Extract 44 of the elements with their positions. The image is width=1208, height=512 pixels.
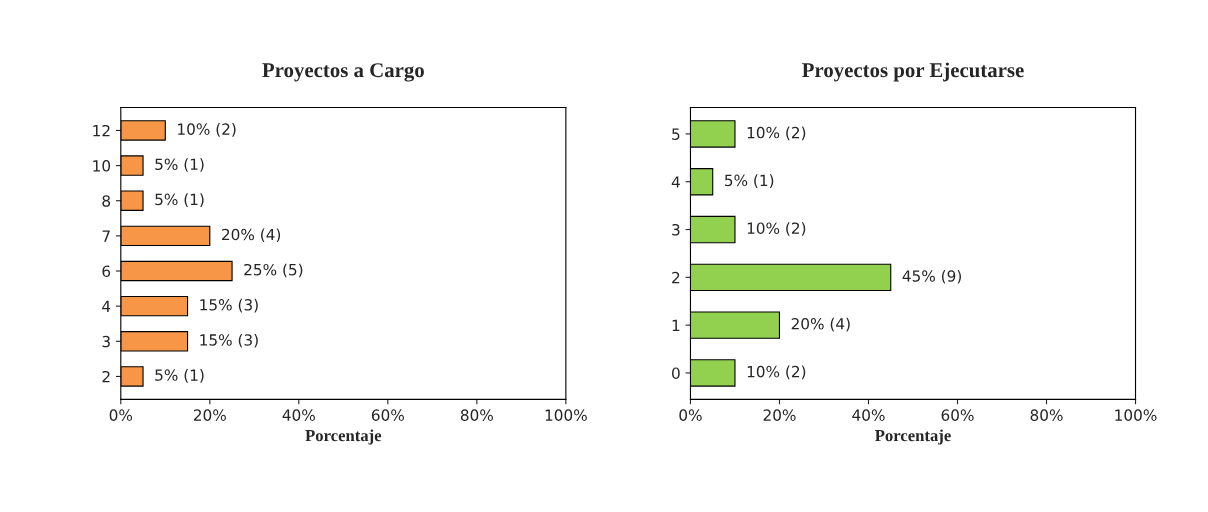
x-tick-label: 40% — [852, 409, 885, 421]
data-label: 25% (5) — [244, 263, 303, 278]
data-label: 10% (2) — [178, 123, 236, 137]
x-axis-title: Porcentaje — [875, 429, 951, 445]
y-tick-label: 12 — [93, 124, 110, 137]
x-tick-label: 80% — [1030, 409, 1063, 421]
x-tick-label: 0% — [679, 409, 702, 421]
y-tick-label: 5 — [672, 128, 680, 140]
x-tick-label: 0% — [109, 409, 133, 421]
data-label: 5% (1) — [155, 369, 204, 383]
y-tick-label: 4 — [102, 300, 111, 312]
data-label: 15% (3) — [200, 298, 258, 313]
y-tick-label: 8 — [102, 195, 111, 207]
x-tick-label: 20% — [763, 409, 796, 421]
chart-title: Proyectos por Ejecutarse — [802, 62, 1024, 82]
y-tick-label: 1 — [672, 319, 680, 331]
x-tick-label: 100% — [545, 409, 587, 421]
data-label: 45% (9) — [902, 269, 961, 284]
y-tick-label: 6 — [102, 265, 111, 278]
y-tick-label: 0 — [672, 367, 680, 379]
y-tick-label: 3 — [672, 224, 680, 236]
data-label: 10% (2) — [747, 126, 806, 141]
x-tick-label: 80% — [460, 409, 493, 421]
y-tick-label: 2 — [102, 370, 110, 383]
y-tick-label: 2 — [672, 271, 680, 284]
data-label: 20% (4) — [791, 317, 850, 332]
y-tick-label: 7 — [102, 230, 110, 242]
x-tick-label: 60% — [371, 409, 404, 421]
data-label: 20% (4) — [222, 228, 281, 243]
x-tick-label: 100% — [1115, 409, 1157, 421]
x-axis-title: Porcentaje — [305, 429, 382, 445]
chart-title: Proyectos a Cargo — [262, 63, 424, 82]
y-tick-label: 3 — [102, 335, 110, 348]
data-label: 10% (2) — [747, 222, 806, 236]
data-label: 10% (2) — [747, 365, 806, 380]
x-tick-label: 40% — [282, 409, 315, 421]
data-label: 15% (3) — [200, 333, 258, 348]
data-label: 5% (1) — [155, 158, 204, 172]
data-label: 5% (1) — [725, 174, 774, 188]
x-tick-label: 60% — [941, 409, 974, 421]
y-tick-label: 4 — [671, 176, 680, 188]
x-tick-label: 20% — [193, 409, 226, 421]
y-tick-label: 10 — [93, 160, 111, 172]
data-label: 5% (1) — [155, 193, 204, 207]
